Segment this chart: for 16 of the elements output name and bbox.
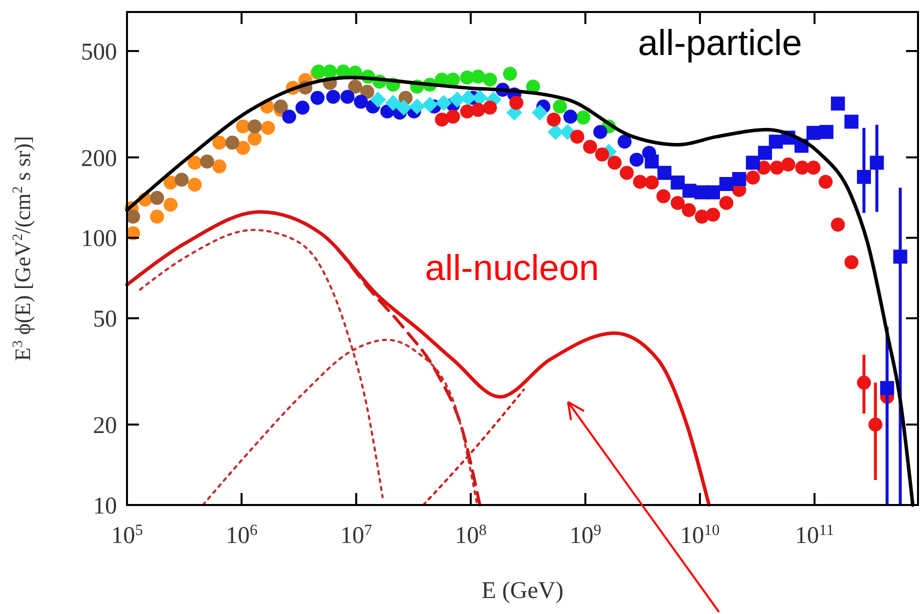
- annotation: all-nucleon: [424, 247, 600, 288]
- x-tick-label: 10$^{11}$: [795, 522, 834, 549]
- x-axis-title: E (GeV): [482, 578, 564, 604]
- x-tick-label: 10$^{8}$: [454, 522, 487, 549]
- x-tick-label: 10$^{7}$: [340, 522, 372, 549]
- x-tick-label: 10$^{5}$: [111, 522, 144, 549]
- y-tick-label: 200: [81, 146, 117, 172]
- y-tick-label: 50: [93, 306, 117, 333]
- y-tick-label: 100: [81, 226, 117, 252]
- y-tick-label: 10: [93, 493, 117, 520]
- y-tick-label: 500: [81, 39, 117, 66]
- y-tick-label: 20: [93, 412, 117, 439]
- x-tick-label: 10$^{10}$: [680, 522, 720, 549]
- annotation: all-particle: [638, 22, 802, 63]
- x-tick-label: 10$^{9}$: [569, 522, 602, 549]
- x-tick-label: 10$^{6}$: [226, 522, 258, 549]
